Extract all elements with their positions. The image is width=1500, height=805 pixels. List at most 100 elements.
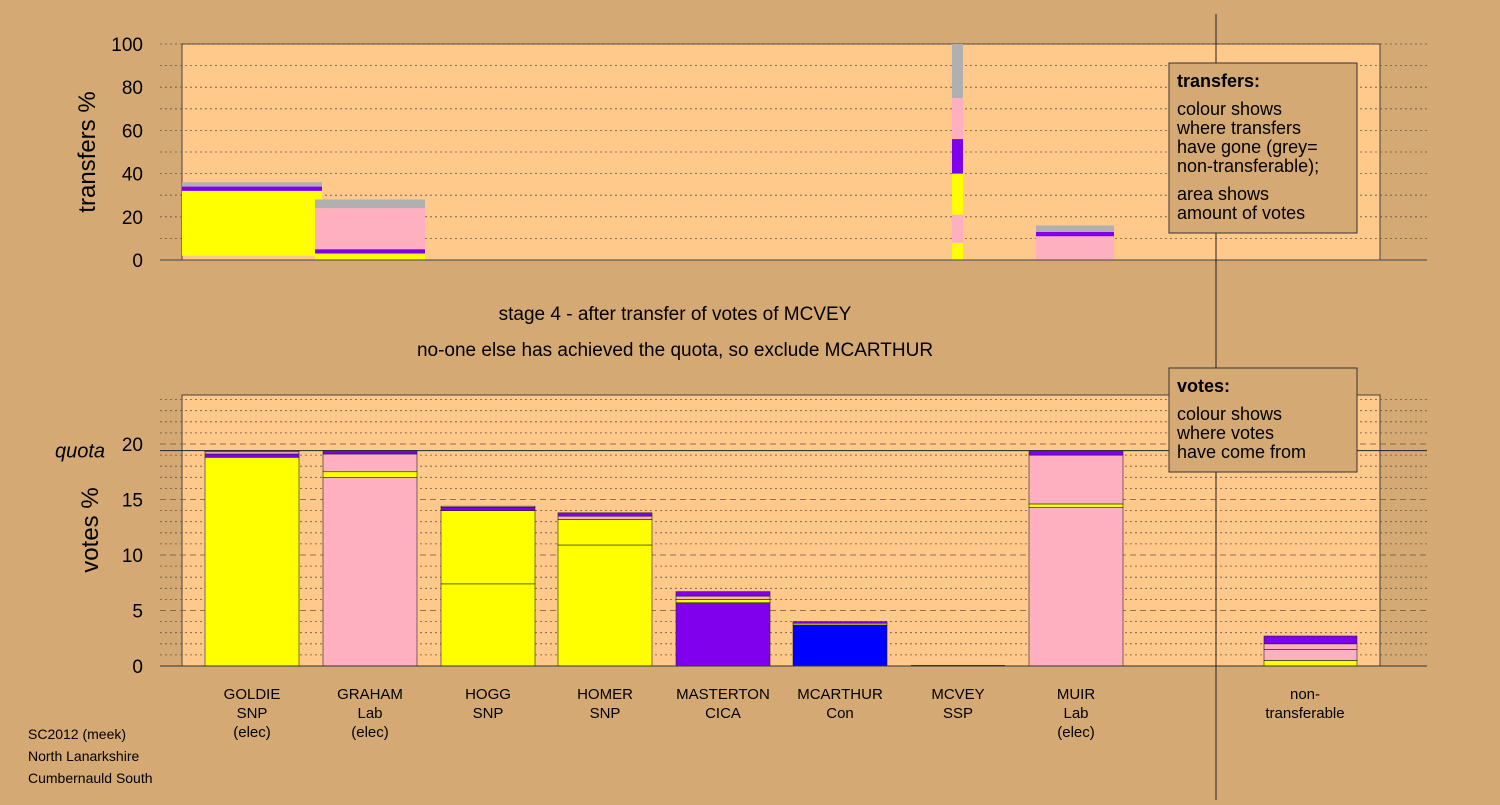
candidate-label-line: Lab <box>1063 705 1088 722</box>
vote-segment <box>792 621 888 624</box>
votes-y-tick-label: 5 <box>132 602 143 623</box>
candidate-label-line: Lab <box>357 705 382 722</box>
votes-legend-line: have come from <box>1177 442 1306 462</box>
candidate-label-line: MCARTHUR <box>797 686 883 703</box>
vote-segment <box>440 505 536 508</box>
candidate-label-line: (elec) <box>351 724 389 741</box>
candidate-label-line: SNP <box>473 705 504 722</box>
candidate-label-line: HOMER <box>577 686 633 703</box>
candidate-label-line: HOGG <box>465 686 511 703</box>
vote-segment <box>440 510 536 585</box>
transfer-segment <box>315 199 425 209</box>
votes-y-title: votes % <box>77 487 104 572</box>
transfers-y-title: transfers % <box>74 91 101 212</box>
votes-y-tick-label: 10 <box>122 546 143 567</box>
transfer-segment <box>952 214 963 243</box>
candidate-labels: GOLDIE SNP (elec) GRAHAM Lab (elec) HOGG SNP HOM… <box>224 686 1345 741</box>
transfers-legend-title: transfers: <box>1177 71 1260 91</box>
transfers-y-tick-label: 40 <box>122 165 143 186</box>
quota-label: quota <box>55 441 105 463</box>
vote-segment <box>557 512 653 517</box>
vote-segment <box>1263 649 1358 661</box>
candidate-label-line: MCVEY <box>931 686 984 703</box>
vote-segment <box>675 599 771 604</box>
votes-y-tick-label: 15 <box>122 491 143 512</box>
vote-segment <box>440 506 536 511</box>
transfers-legend-line: amount of votes <box>1177 203 1305 223</box>
vote-segment <box>322 471 418 478</box>
candidate-label-line: non- <box>1290 686 1320 703</box>
vote-segment <box>675 591 771 597</box>
votes-legend-line: colour shows <box>1177 404 1282 424</box>
vote-segment <box>1028 450 1124 456</box>
transfers-legend-line: where transfers <box>1176 118 1301 138</box>
transfers-legend-line: non-transferable); <box>1177 156 1319 176</box>
candidate-label-line: MUIR <box>1057 686 1095 703</box>
candidate-label-line: (elec) <box>1057 724 1095 741</box>
candidate-label-line: GOLDIE <box>224 686 281 703</box>
votes-legend-line: where votes <box>1176 423 1274 443</box>
transfer-bars <box>182 44 1114 260</box>
transfer-segment <box>1036 231 1114 237</box>
vote-bars <box>204 450 1358 667</box>
vote-segment <box>1263 660 1358 667</box>
vote-segment <box>675 602 771 667</box>
votes-legend-box <box>1168 367 1358 473</box>
transfers-y-tick-label: 80 <box>122 78 143 99</box>
vote-segment <box>792 624 888 667</box>
transfer-segment <box>315 208 425 250</box>
vote-segment <box>1028 503 1124 508</box>
candidate-label-line: Con <box>826 705 854 722</box>
transfer-segment <box>182 186 322 191</box>
candidate-label-line: (elec) <box>233 724 271 741</box>
vote-segment <box>1028 454 1124 505</box>
vote-segment <box>1263 643 1358 650</box>
candidate-label-line: transferable <box>1265 705 1344 722</box>
candidate-label-line: SSP <box>943 705 973 722</box>
vote-segment <box>204 453 300 458</box>
footer-council: North Lanarkshire <box>28 748 139 764</box>
vote-segment <box>557 515 653 520</box>
transfers-legend-line: area shows <box>1177 184 1269 204</box>
candidate-label-line: MASTERTON <box>676 686 770 703</box>
transfers-legend-line: colour shows <box>1177 99 1282 119</box>
transfer-segment <box>952 242 963 260</box>
transfers-y-tick-label: 0 <box>132 251 143 272</box>
transfers-y-tick-label: 100 <box>111 35 143 56</box>
transfers-y-ticks: 0 20 40 60 80 100 <box>111 35 143 272</box>
transfer-segment <box>952 98 963 140</box>
candidate-label-line: SNP <box>237 705 268 722</box>
candidate-label-line: CICA <box>705 705 741 722</box>
vote-segment <box>557 519 653 546</box>
vote-segment <box>204 451 300 455</box>
transfer-segment <box>315 253 425 260</box>
transfer-segment <box>315 249 425 254</box>
transfer-segment <box>952 173 963 215</box>
votes-y-ticks: 0 5 10 15 20 <box>122 435 143 678</box>
vote-segment <box>1028 506 1124 667</box>
candidate-label-line: SNP <box>590 705 621 722</box>
transfers-y-tick-label: 60 <box>122 121 143 142</box>
transfer-segment <box>182 182 322 187</box>
footer-election: SC2012 (meek) <box>28 726 126 742</box>
votes-y-tick-label: 0 <box>132 657 143 678</box>
footer-ward: Cumbernauld South <box>28 770 153 786</box>
transfer-segment <box>952 139 963 174</box>
transfers-y-tick-label: 20 <box>122 208 143 229</box>
candidate-label-line: GRAHAM <box>337 686 403 703</box>
vote-segment <box>1263 635 1358 645</box>
decision-heading: no-one else has achieved the quota, so e… <box>417 340 933 361</box>
transfer-segment <box>1036 225 1114 232</box>
transfers-legend-box <box>1168 62 1358 234</box>
vote-segment <box>322 476 418 667</box>
vote-segment <box>322 453 418 473</box>
vote-segment <box>675 595 771 600</box>
vote-segment <box>204 457 300 667</box>
stage-heading: stage 4 - after transfer of votes of MCV… <box>499 304 852 325</box>
votes-y-tick-label: 20 <box>122 435 143 456</box>
votes-legend-title: votes: <box>1177 376 1230 396</box>
